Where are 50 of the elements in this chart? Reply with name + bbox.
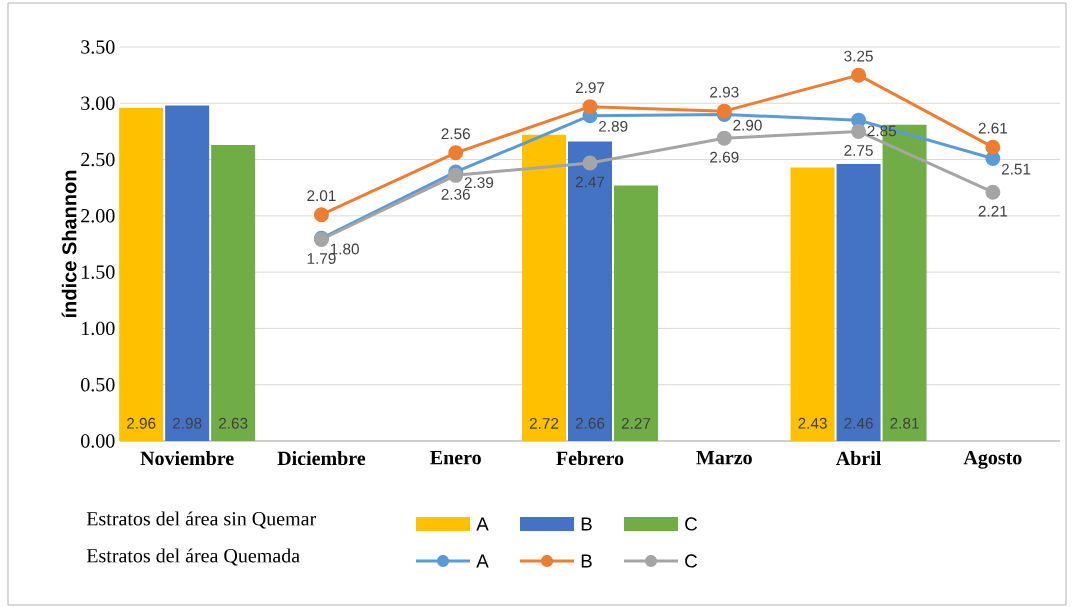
y-tick-label: 0.50 <box>81 377 115 392</box>
x-tick-label: Diciembre <box>277 451 366 466</box>
data-label: 2.43 <box>798 417 827 429</box>
data-label: 2.36 <box>441 188 470 200</box>
legend-label: B <box>581 554 592 568</box>
data-label: 2.72 <box>529 418 559 429</box>
data-label: 2.46 <box>844 417 873 429</box>
y-tick-label: 0.00 <box>81 434 115 448</box>
y-tick-label: 3.00 <box>81 96 115 111</box>
data-label: 2.98 <box>173 417 202 429</box>
data-label: 2.89 <box>599 120 628 132</box>
data-label: 2.47 <box>575 176 605 188</box>
data-label: 2.93 <box>710 86 739 98</box>
x-tick-label: Abril <box>835 451 881 466</box>
data-label: 2.21 <box>978 205 1008 217</box>
data-label: 2.97 <box>575 82 605 94</box>
y-tick-label: 1.50 <box>82 265 115 279</box>
legend-label: A <box>476 554 489 568</box>
data-label: 2.01 <box>307 190 336 202</box>
data-label: 1.80 <box>330 243 359 255</box>
legend-label: B <box>581 517 592 531</box>
data-label: 2.66 <box>575 417 605 429</box>
x-tick-label: Enero <box>430 451 481 465</box>
x-tick-label: Marzo <box>696 451 752 465</box>
x-tick-label: Noviembre <box>140 451 234 466</box>
data-label: 2.90 <box>733 119 762 131</box>
text: Estratos del área sin Quemar <box>86 511 317 529</box>
x-tick-label: Febrero <box>556 451 624 466</box>
y-tick-label: 2.50 <box>81 152 115 167</box>
legend-label: C <box>685 554 698 568</box>
data-label: 2.39 <box>464 177 494 189</box>
data-label: 2.75 <box>844 145 873 156</box>
data-label: 3.25 <box>844 50 873 62</box>
legend-label: A <box>476 517 489 531</box>
data-label: 1.79 <box>307 253 336 264</box>
data-label: 2.63 <box>219 417 248 429</box>
data-label: 2.56 <box>441 128 470 140</box>
text: Estratos del área Quemada <box>86 548 300 566</box>
legend-label: C <box>685 517 698 531</box>
y-tick-label: 3.50 <box>81 40 115 54</box>
y-axis-title: índice Shannon <box>61 170 77 318</box>
data-label: 2.81 <box>890 417 919 429</box>
data-label: 2.51 <box>1001 163 1031 175</box>
x-tick-label: Agosto <box>963 451 1022 469</box>
data-label: 2.69 <box>710 151 739 163</box>
y-tick-label: 1.00 <box>82 321 115 336</box>
y-tick-label: 2.00 <box>81 209 115 223</box>
data-label: 2.96 <box>127 417 156 429</box>
data-label: 2.61 <box>978 122 1008 134</box>
data-label: 2.27 <box>621 418 651 429</box>
